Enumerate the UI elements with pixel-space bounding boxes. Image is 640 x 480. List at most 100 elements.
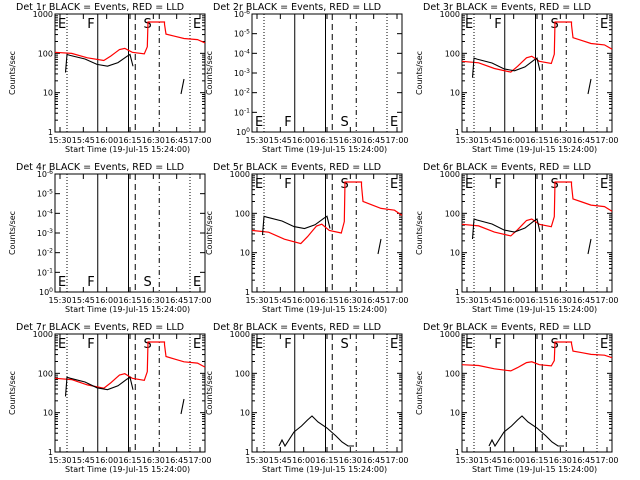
y-tick-label: 1 (455, 288, 460, 297)
x-tick-label: 16:30 (142, 296, 165, 305)
x-tick-label: 16:15 (525, 456, 548, 465)
lld-curve (251, 181, 403, 245)
y-tick-label: 100 (235, 369, 250, 378)
event-marker-F: F (284, 115, 291, 130)
panel-det-4: Det 4r BLACK = Events, RED = LLD 100 10-1 1… (8, 162, 212, 314)
y-tick-label: 100 (445, 209, 460, 218)
y-tick-label: 10 (43, 89, 53, 98)
x-tick-label: 17:00 (595, 136, 618, 145)
y-tick-label: 1000 (230, 330, 250, 339)
y-tick-label: 10-1 (37, 267, 53, 277)
y-tick-label: 100 (38, 49, 53, 58)
x-tick-label: 15:30 (455, 456, 478, 465)
y-tick-label: 1000 (440, 170, 460, 179)
event-marker-S: S (341, 115, 349, 130)
y-axis-label: Counts/sec (8, 371, 17, 415)
panel-det-3: Det 3r BLACK = Events, RED = LLD 1 10 100 10… (415, 2, 619, 154)
event-marker-F: F (87, 337, 94, 352)
y-tick-label: 100 (236, 127, 250, 137)
panel-det-6: Det 6r BLACK = Events, RED = LLD 1 10 100 10… (415, 162, 619, 314)
x-tick-label: 16:30 (549, 136, 572, 145)
x-axis-label: Start Time (19-Jul-15 15:24:00) (262, 145, 387, 154)
panel-title: Det 3r BLACK = Events, RED = LLD (423, 2, 591, 13)
y-tick-label: 10 (43, 409, 53, 418)
events-curve (471, 218, 592, 255)
x-tick-label: 15:45 (269, 136, 292, 145)
plot-frame (251, 173, 403, 293)
y-axis-label: Counts/sec (415, 371, 424, 415)
y-tick-label: 10 (240, 249, 250, 258)
event-marker-E: E (390, 115, 398, 130)
events-curve (64, 376, 185, 415)
event-marker-E: E (58, 337, 66, 352)
x-tick-label: 15:30 (48, 296, 71, 305)
x-tick-label: 16:45 (165, 136, 188, 145)
x-tick-label: 16:15 (315, 296, 338, 305)
y-tick-label: 1 (48, 448, 53, 457)
panel-det-9: Det 9r BLACK = Events, RED = LLD 1 10 100 10… (415, 322, 619, 474)
y-tick-label: 10 (240, 409, 250, 418)
panel-det-5: Det 5r BLACK = Events, RED = LLD 1 10 100 10… (205, 162, 409, 314)
panel-title: Det 2r BLACK = Events, RED = LLD (213, 2, 381, 13)
plot-frame (461, 13, 613, 133)
x-tick-label: 15:45 (269, 296, 292, 305)
panel-title: Det 1r BLACK = Events, RED = LLD (16, 2, 184, 13)
panel-title: Det 4r BLACK = Events, RED = LLD (16, 162, 184, 173)
x-tick-label: 15:30 (455, 136, 478, 145)
y-tick-label: 100 (38, 369, 53, 378)
y-tick-label: 1 (245, 288, 250, 297)
x-tick-label: 16:15 (315, 136, 338, 145)
y-tick-label: 10-4 (37, 208, 53, 218)
x-tick-label: 15:45 (479, 136, 502, 145)
event-marker-F: F (494, 17, 501, 32)
y-tick-label: 1000 (440, 10, 460, 19)
plot-frame (461, 333, 613, 453)
y-axis-label: Counts/sec (8, 211, 17, 255)
x-tick-label: 17:00 (385, 296, 408, 305)
event-marker-S: S (144, 275, 152, 290)
x-tick-label: 15:45 (72, 456, 95, 465)
y-tick-label: 1 (455, 448, 460, 457)
x-tick-label: 16:45 (572, 296, 595, 305)
x-tick-label: 16:00 (502, 456, 525, 465)
y-tick-label: 1000 (33, 10, 53, 19)
x-tick-label: 16:00 (95, 136, 118, 145)
lld-curve (54, 341, 206, 389)
y-tick-label: 100 (39, 287, 53, 297)
x-tick-label: 17:00 (595, 296, 618, 305)
event-marker-F: F (494, 177, 501, 192)
x-tick-label: 15:30 (455, 296, 478, 305)
x-tick-label: 17:00 (188, 136, 211, 145)
event-marker-E: E (390, 337, 398, 352)
x-tick-label: 16:15 (315, 456, 338, 465)
x-tick-label: 16:00 (292, 456, 315, 465)
event-marker-E: E (465, 337, 473, 352)
x-tick-label: 15:30 (245, 296, 268, 305)
x-axis-label: Start Time (19-Jul-15 15:24:00) (472, 305, 597, 314)
y-tick-label: 10-5 (234, 29, 250, 39)
panel-det-8: Det 8r BLACK = Events, RED = LLD 1 10 100 10… (205, 322, 409, 474)
plot-frame (54, 333, 206, 453)
event-marker-E: E (58, 275, 66, 290)
x-tick-label: 16:00 (292, 136, 315, 145)
x-axis-label: Start Time (19-Jul-15 15:24:00) (262, 305, 387, 314)
y-tick-label: 10-6 (234, 9, 250, 19)
y-tick-label: 10-1 (234, 107, 250, 117)
x-axis-label: Start Time (19-Jul-15 15:24:00) (472, 145, 597, 154)
panel-title: Det 9r BLACK = Events, RED = LLD (423, 322, 591, 333)
x-tick-label: 16:45 (165, 456, 188, 465)
x-tick-label: 15:30 (48, 456, 71, 465)
x-tick-label: 15:30 (48, 136, 71, 145)
panel-det-7: Det 7r BLACK = Events, RED = LLD 1 10 100 10… (8, 322, 212, 474)
event-marker-E: E (255, 337, 263, 352)
x-axis-label: Start Time (19-Jul-15 15:24:00) (472, 465, 597, 474)
x-tick-label: 16:15 (118, 136, 141, 145)
plot-frame (251, 333, 403, 453)
y-axis-label: Counts/sec (205, 371, 214, 415)
event-marker-E: E (58, 17, 66, 32)
x-tick-label: 16:45 (362, 456, 385, 465)
x-tick-label: 16:30 (549, 296, 572, 305)
x-tick-label: 16:30 (142, 456, 165, 465)
events-curve (261, 215, 382, 255)
